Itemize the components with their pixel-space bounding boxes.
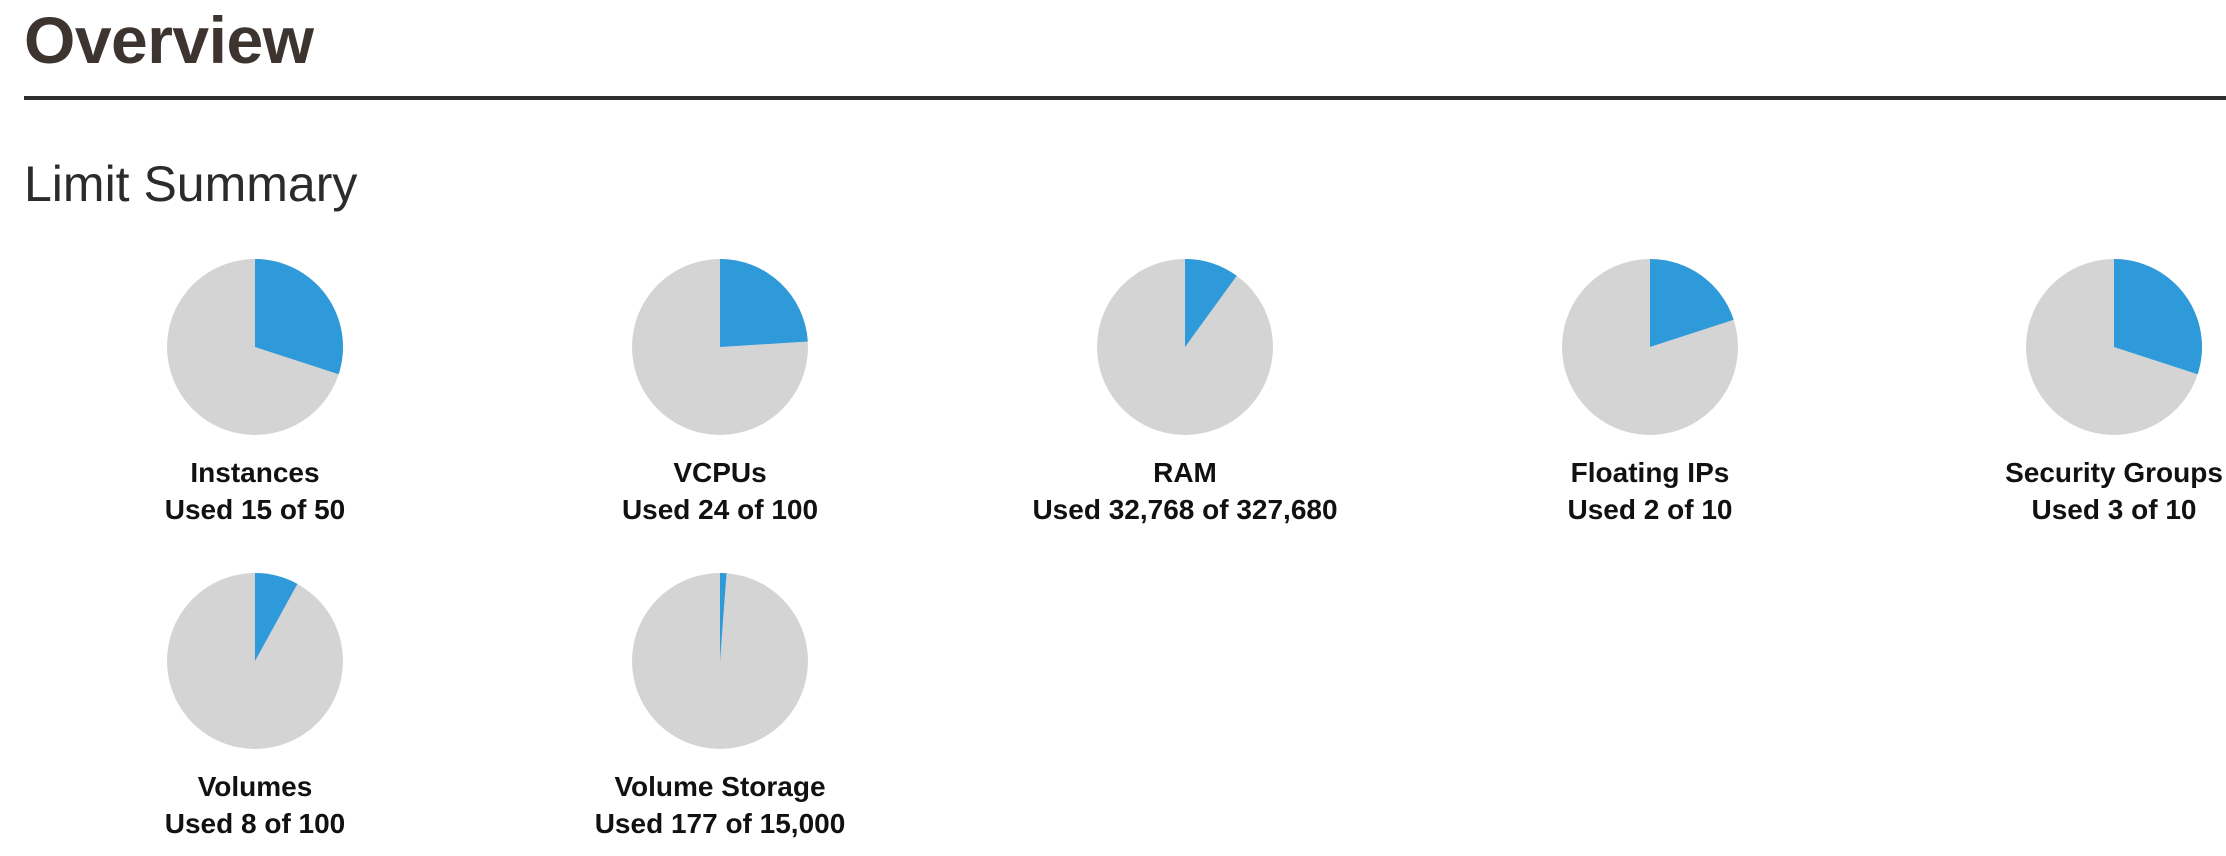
pie-slice-used	[2114, 259, 2202, 375]
quota-label: Volume Storage	[614, 771, 826, 802]
quota-vcpus: VCPUs Used 24 of 100	[510, 258, 930, 528]
pie-slice-used	[1185, 259, 1237, 347]
ram-pie-chart	[1097, 259, 1273, 435]
quota-usage: Used 177 of 15,000	[594, 808, 846, 839]
quota-usage: Used 32,768 of 327,680	[1032, 494, 1338, 525]
pie-slice-used	[720, 573, 727, 661]
pie-slice-used	[720, 259, 808, 347]
pie-slice-used	[255, 573, 298, 661]
volumes-pie-chart	[167, 573, 343, 749]
quota-floating-ips: Floating IPs Used 2 of 10	[1440, 258, 1860, 528]
floating-ips-pie-chart	[1562, 259, 1738, 435]
quota-label: Floating IPs	[1570, 457, 1730, 488]
page-header: Overview	[24, 0, 2226, 100]
page-title: Overview	[24, 3, 314, 77]
limit-summary-title: Limit Summary	[24, 156, 358, 212]
quota-volumes: Volumes Used 8 of 100	[45, 572, 465, 842]
quota-usage: Used 8 of 100	[164, 808, 346, 839]
quota-volume-storage: Volume Storage Used 177 of 15,000	[510, 572, 930, 842]
vcpus-pie-chart	[632, 259, 808, 435]
quota-usage: Used 2 of 10	[1567, 494, 1733, 525]
volume-storage-pie-chart	[632, 573, 808, 749]
instances-pie-chart	[167, 259, 343, 435]
quota-label: Security Groups	[2005, 457, 2223, 488]
quota-label: Instances	[190, 457, 320, 488]
pie-slice-used	[1650, 259, 1734, 347]
quota-security-groups: Security Groups Used 3 of 10	[1904, 258, 2226, 528]
quota-label: Volumes	[197, 771, 313, 802]
quota-label: VCPUs	[673, 457, 767, 488]
quota-label: RAM	[1153, 457, 1217, 488]
pie-slice-used	[255, 259, 343, 375]
quota-ram: RAM Used 32,768 of 327,680	[975, 258, 1395, 528]
security-groups-pie-chart	[2026, 259, 2202, 435]
quota-usage: Used 15 of 50	[164, 494, 346, 525]
quota-usage: Used 24 of 100	[621, 494, 819, 525]
quota-usage: Used 3 of 10	[2031, 494, 2197, 525]
quota-instances: Instances Used 15 of 50	[45, 258, 465, 528]
